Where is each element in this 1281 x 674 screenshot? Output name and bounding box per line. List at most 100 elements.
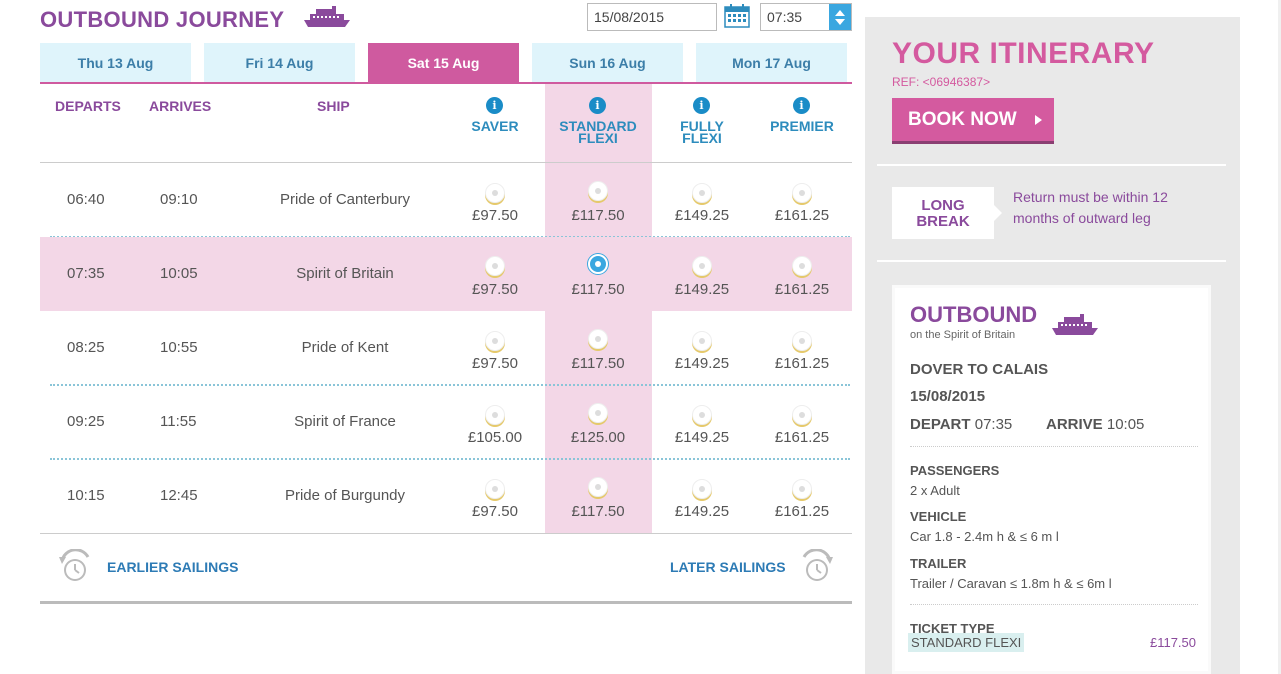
ship-name: Pride of Canterbury xyxy=(279,191,411,208)
tab-fri-14-aug[interactable]: Fri 14 Aug xyxy=(204,43,355,83)
tab-sat-15-aug[interactable]: Sat 15 Aug xyxy=(368,43,519,83)
saver-price: £97.50 xyxy=(472,355,518,372)
table-bottom-divider xyxy=(40,533,852,534)
arrive-time: 10:05 xyxy=(160,265,198,282)
header-standard-line2: FLEXI xyxy=(578,130,618,146)
sailing-row[interactable]: 10:15 12:45 Pride of Burgundy £97.50 £11… xyxy=(40,459,852,533)
outbound-title: OUTBOUND xyxy=(910,302,1038,327)
fully-price: £149.25 xyxy=(674,429,730,446)
standard-fare-radio-selected[interactable] xyxy=(588,254,608,274)
ship-name: Pride of Burgundy xyxy=(284,487,406,504)
panel-divider xyxy=(877,164,1226,166)
row-divider xyxy=(50,458,850,460)
header-ship: SHIP xyxy=(317,98,350,114)
fully-info-icon[interactable]: i xyxy=(693,97,710,114)
ship-name: Pride of Kent xyxy=(301,339,389,356)
spinner-down-icon[interactable] xyxy=(835,19,845,25)
clock-forward-icon[interactable] xyxy=(800,549,834,583)
premier-fare-radio[interactable] xyxy=(792,331,812,351)
ticket-type-label: TICKET TYPE xyxy=(910,621,995,636)
book-now-label: BOOK NOW xyxy=(908,109,1017,130)
date-input[interactable] xyxy=(587,3,717,31)
header-divider xyxy=(40,162,852,163)
premier-price: £161.25 xyxy=(774,281,830,298)
saver-fare-radio[interactable] xyxy=(485,331,505,351)
fully-fare-radio[interactable] xyxy=(692,405,712,425)
card-divider xyxy=(910,604,1198,605)
time-select[interactable]: 07:35 xyxy=(760,3,852,31)
clock-rewind-icon[interactable] xyxy=(58,549,92,583)
premier-info-icon[interactable]: i xyxy=(793,97,810,114)
standard-price: £117.50 xyxy=(571,207,625,224)
calendar-icon[interactable] xyxy=(724,4,750,28)
header-departs: DEPARTS xyxy=(55,98,121,114)
premier-fare-radio[interactable] xyxy=(792,405,812,425)
premier-price: £161.25 xyxy=(774,429,830,446)
depart-label: DEPART xyxy=(910,416,971,433)
sailing-row[interactable]: 09:25 11:55 Spirit of France £105.00 £12… xyxy=(40,385,852,459)
card-divider xyxy=(910,446,1198,447)
sailing-row[interactable]: 08:25 10:55 Pride of Kent £97.50 £117.50… xyxy=(40,311,852,385)
fully-fare-radio[interactable] xyxy=(692,183,712,203)
ship-name: Spirit of France xyxy=(294,413,396,430)
sailing-row-selected[interactable]: 07:35 10:05 Spirit of Britain £97.50 £11… xyxy=(40,237,852,311)
fully-price: £149.25 xyxy=(674,355,730,372)
premier-price: £161.25 xyxy=(774,355,830,372)
arrive-value: 10:05 xyxy=(1106,416,1145,433)
time-value: 07:35 xyxy=(767,9,803,25)
spinner-up-icon[interactable] xyxy=(835,10,845,16)
header-arrives: ARRIVES xyxy=(149,98,212,114)
tabs-divider xyxy=(40,82,852,84)
fully-price: £149.25 xyxy=(674,207,730,224)
standard-fare-radio[interactable] xyxy=(588,181,608,201)
date-tabs: Thu 13 Aug Fri 14 Aug Sat 15 Aug Sun 16 … xyxy=(40,43,852,83)
depart-time: 06:40 xyxy=(67,191,105,208)
standard-price: £125.00 xyxy=(570,429,626,446)
book-now-button[interactable]: BOOK NOW xyxy=(892,98,1054,144)
sailing-row[interactable]: 06:40 09:10 Pride of Canterbury £97.50 £… xyxy=(40,163,852,237)
depart-time: 10:15 xyxy=(67,487,105,504)
later-sailings-link[interactable]: LATER SAILINGS xyxy=(670,559,786,575)
premier-fare-radio[interactable] xyxy=(792,479,812,499)
saver-info-icon[interactable]: i xyxy=(486,97,503,114)
saver-price: £97.50 xyxy=(472,281,518,298)
fully-fare-radio[interactable] xyxy=(692,331,712,351)
tab-thu-13-aug[interactable]: Thu 13 Aug xyxy=(40,43,191,83)
passengers-label: PASSENGERS xyxy=(910,463,1000,478)
standard-fare-radio[interactable] xyxy=(588,477,608,497)
long-break-line1: LONG xyxy=(921,197,965,214)
header-saver: SAVER xyxy=(455,119,535,133)
long-break-note: Return must be within 12 months of outwa… xyxy=(1013,189,1168,226)
arrow-right-icon xyxy=(1035,115,1042,125)
window-edge xyxy=(1278,0,1281,674)
header-fully-line2: FLEXI xyxy=(682,130,722,146)
fully-price: £149.25 xyxy=(674,503,730,520)
time-spinner[interactable] xyxy=(829,4,851,30)
arrive-time: 10:55 xyxy=(160,339,198,356)
long-break-badge: LONG BREAK xyxy=(892,187,1002,239)
premier-fare-radio[interactable] xyxy=(792,256,812,276)
arrive-info: ARRIVE 10:05 xyxy=(1046,416,1144,433)
saver-fare-radio[interactable] xyxy=(485,256,505,276)
route: DOVER TO CALAIS xyxy=(910,361,1049,378)
header-premier: PREMIER xyxy=(762,119,842,133)
saver-fare-radio[interactable] xyxy=(485,479,505,499)
tab-sun-16-aug[interactable]: Sun 16 Aug xyxy=(532,43,683,83)
standard-fare-radio[interactable] xyxy=(588,329,608,349)
earlier-sailings-link[interactable]: EARLIER SAILINGS xyxy=(107,559,239,575)
vehicle-label: VEHICLE xyxy=(910,509,967,524)
standard-fare-radio[interactable] xyxy=(588,403,608,423)
tab-mon-17-aug[interactable]: Mon 17 Aug xyxy=(696,43,847,83)
arrive-label: ARRIVE xyxy=(1046,416,1103,433)
standard-price: £117.50 xyxy=(571,281,625,298)
standard-info-icon[interactable]: i xyxy=(589,97,606,114)
trailer-label: TRAILER xyxy=(910,556,967,571)
outbound-summary-card: OUTBOUND on the Spirit of Britain DOVER … xyxy=(892,285,1211,674)
saver-price: £97.50 xyxy=(472,503,518,520)
premier-fare-radio[interactable] xyxy=(792,183,812,203)
saver-fare-radio[interactable] xyxy=(485,183,505,203)
fully-fare-radio[interactable] xyxy=(692,479,712,499)
fully-fare-radio[interactable] xyxy=(692,256,712,276)
saver-fare-radio[interactable] xyxy=(485,405,505,425)
depart-time: 07:35 xyxy=(67,265,105,282)
